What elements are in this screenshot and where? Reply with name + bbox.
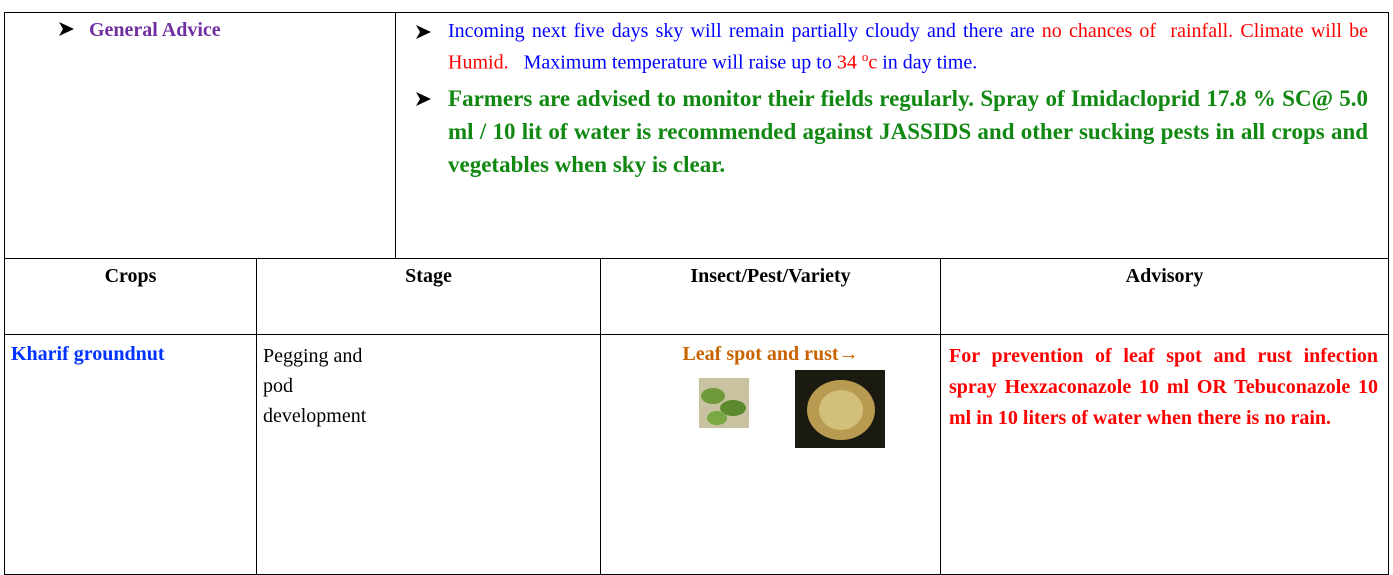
- general-label-cell: General Advice: [3, 12, 397, 259]
- advisory-cell: For prevention of leaf spot and rust inf…: [940, 334, 1390, 575]
- advisory-table: General Advice Incoming next five days s…: [3, 12, 1390, 575]
- advisory: For prevention of leaf spot and rust inf…: [949, 345, 1379, 429]
- leaf-images: [698, 370, 885, 448]
- general-row: General Advice Incoming next five days s…: [3, 12, 1390, 259]
- general-items: Incoming next five days sky will remain …: [396, 13, 1388, 181]
- page: General Advice Incoming next five days s…: [3, 12, 1390, 575]
- crop: Kharif groundnut: [11, 343, 165, 365]
- advice-segment: in day time.: [877, 51, 978, 74]
- general-label-wrap: General Advice: [5, 13, 395, 42]
- header-row: Crops Stage Insect/Pest/Variety Advisory: [4, 258, 1390, 335]
- advice-item: Incoming next five days sky will remain …: [414, 19, 1368, 76]
- pest: Leaf spot and rust→: [682, 343, 859, 365]
- advice-segment: Farmers are advised to monitor their fie…: [448, 85, 1374, 177]
- advice-segment: o: [861, 49, 869, 64]
- stage-cell: Pegging and pod development: [255, 334, 602, 575]
- advice-text: Farmers are advised to monitor their fie…: [448, 82, 1368, 181]
- header: Advisory: [940, 258, 1390, 335]
- bullet: [416, 25, 432, 39]
- stage: Pegging and pod development: [263, 345, 367, 427]
- general-label: General Advice: [89, 19, 221, 41]
- advice-item: Farmers are advised to monitor their fie…: [414, 82, 1368, 181]
- pest-wrap: Leaf spot and rust→: [601, 335, 940, 453]
- bullet: [416, 91, 432, 106]
- pest-cell: Leaf spot and rust→: [600, 334, 942, 575]
- header: Insect/Pest/Variety: [600, 258, 942, 335]
- advice-segment: no chances of rainfall. Climate will be …: [448, 20, 1374, 74]
- header: Stage: [255, 258, 602, 335]
- data-row: Kharif groundnut Pegging and pod develop…: [4, 334, 1390, 575]
- crop-cell: Kharif groundnut: [4, 334, 257, 575]
- advice-segment: Maximum temperature will raise up to: [508, 51, 837, 74]
- advice-text: Incoming next five days sky will remain …: [448, 19, 1368, 76]
- bullet: [59, 22, 74, 36]
- advice-segment: Incoming next five days sky will remain …: [448, 20, 1042, 42]
- advice-segment: c: [868, 51, 878, 74]
- advice-segment: 34: [836, 51, 862, 74]
- header: Crops: [4, 258, 257, 335]
- general-items-cell: Incoming next five days sky will remain …: [395, 12, 1390, 259]
